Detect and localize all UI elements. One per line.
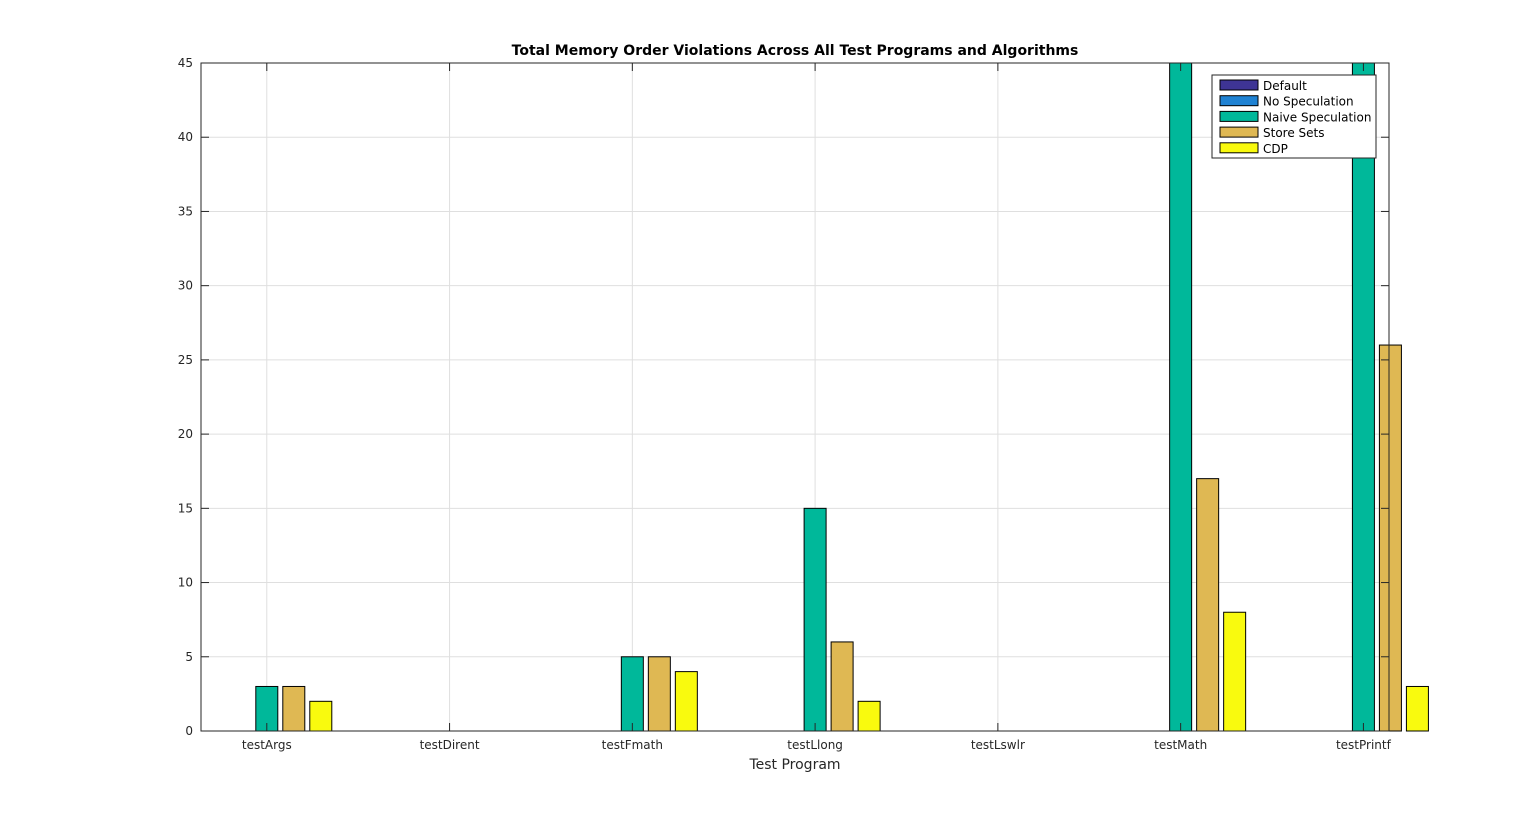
- y-tick-label: 35: [178, 204, 193, 218]
- legend-swatch: [1219, 142, 1259, 154]
- legend-swatch: [1219, 95, 1259, 107]
- x-tick-label: testMath: [1154, 738, 1207, 752]
- bar: [857, 700, 881, 732]
- bar: [309, 700, 333, 732]
- bar: [1351, 62, 1375, 732]
- chart-title: Total Memory Order Violations Across All…: [512, 43, 1079, 59]
- legend-label: Default: [1263, 79, 1307, 93]
- legend-label: CDP: [1263, 142, 1288, 156]
- bar: [1378, 344, 1402, 732]
- x-tick-label: testFmath: [602, 738, 663, 752]
- legend-label: Naive Speculation: [1263, 110, 1371, 124]
- legend-swatch: [1219, 126, 1259, 138]
- bar: [1223, 611, 1247, 732]
- bar: [1405, 685, 1429, 732]
- y-tick-label: 5: [185, 650, 193, 664]
- y-tick-label: 10: [178, 576, 193, 590]
- y-tick-label: 40: [178, 130, 193, 144]
- x-tick-label: testDirent: [420, 738, 480, 752]
- bar: [674, 671, 698, 732]
- y-tick-label: 25: [178, 353, 193, 367]
- bar: [1169, 62, 1193, 732]
- bar: [282, 685, 306, 732]
- y-tick-label: 15: [178, 501, 193, 515]
- bar: [647, 656, 671, 732]
- legend-swatch: [1219, 79, 1259, 91]
- x-tick-label: testPrintf: [1336, 738, 1392, 752]
- y-tick-label: 45: [178, 56, 193, 70]
- legend-label: No Speculation: [1263, 95, 1354, 109]
- y-tick-label: 20: [178, 427, 193, 441]
- bar: [803, 507, 827, 732]
- bar: [620, 656, 644, 732]
- bars: [255, 62, 1429, 732]
- legend-label: Store Sets: [1263, 126, 1325, 140]
- bar: [830, 641, 854, 732]
- y-tick-label: 30: [178, 279, 193, 293]
- x-axis-title: Test Program: [748, 757, 840, 773]
- x-tick-label: testLlong: [787, 738, 843, 752]
- bar: [1196, 478, 1220, 732]
- x-tick-label: testLswlr: [971, 738, 1025, 752]
- y-tick-label: 0: [185, 724, 193, 738]
- plot-area-frame: [200, 62, 1390, 732]
- legend-swatch: [1219, 110, 1259, 122]
- axis-ticks: 0 5 10 15 20 25 30 35 40 45 testArgs testDirent test…: [178, 56, 1392, 752]
- x-tick-label: testArgs: [242, 738, 292, 752]
